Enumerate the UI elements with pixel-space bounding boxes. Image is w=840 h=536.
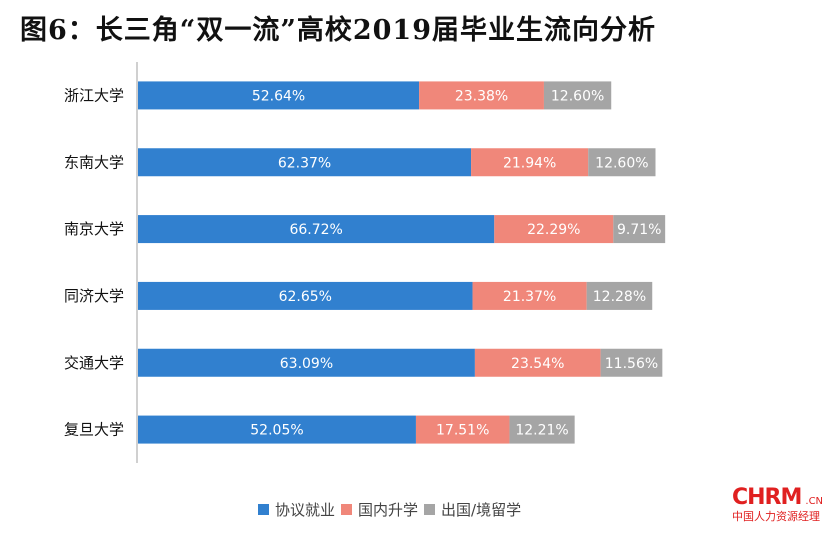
logo-subtitle: 中国人力资源经理 (732, 510, 820, 523)
bar-segment-employment (138, 215, 495, 244)
bars-group: 52.64% 23.38% 12.60% 62.37% 21.94% 12.60% 66.7… (138, 81, 666, 444)
data-label: 63.09% (280, 356, 333, 372)
bar-segment-domestic (471, 148, 589, 177)
legend-item-domestic-study: 国内升学 (341, 499, 418, 520)
logo-main-text: CHRM (732, 485, 802, 510)
legend-swatch-gray (424, 504, 436, 515)
bar-segment-domestic (474, 348, 601, 377)
legend-label: 国内升学 (358, 501, 419, 519)
bar-segment-overseas (543, 81, 612, 110)
category-label: 东南大学 (64, 153, 124, 171)
data-label: 12.21% (515, 423, 568, 439)
data-label: 62.65% (279, 289, 332, 305)
bar-segment-employment (138, 81, 420, 110)
bar-segment-overseas (613, 215, 666, 244)
chrm-logo: CHRM .CN 中国人力资源经理 (732, 485, 832, 524)
legend-swatch-salmon (341, 504, 353, 515)
bar-segment-domestic (494, 215, 614, 244)
legend-item-agreement-employment: 协议就业 (258, 499, 335, 520)
legend-swatch-blue (258, 504, 269, 515)
bar-segment-domestic (415, 415, 510, 444)
category-label: 交通大学 (64, 354, 124, 372)
data-label: 21.37% (503, 289, 556, 305)
data-label: 21.94% (503, 155, 556, 171)
data-label: 23.54% (511, 356, 564, 372)
legend-label: 出国/境留学 (441, 501, 522, 519)
bar-segment-overseas (509, 415, 575, 444)
data-label: 11.56% (605, 356, 658, 372)
data-label: 12.28% (593, 289, 646, 305)
chart-title: 图6：长三角“双一流”高校2019届毕业生流向分析 (20, 15, 656, 46)
data-label: 22.29% (527, 222, 580, 238)
legend-label: 协议就业 (275, 501, 336, 519)
bar-segment-domestic (472, 281, 587, 310)
bar-segment-employment (138, 281, 473, 310)
data-label: 52.64% (252, 88, 305, 104)
category-label: 复旦大学 (64, 421, 124, 439)
data-label: 52.05% (250, 423, 303, 439)
data-label: 12.60% (551, 88, 604, 104)
data-label: 12.60% (595, 155, 648, 171)
bar-segment-employment (138, 415, 416, 444)
legend: 协议就业 国内升学 出国/境留学 (258, 499, 527, 520)
bar-segment-overseas (600, 348, 663, 377)
category-label: 南京大学 (64, 220, 124, 238)
data-label: 62.37% (278, 155, 331, 171)
bar-segment-overseas (586, 281, 653, 310)
data-label: 9.71% (617, 222, 661, 238)
bar-segment-employment (138, 348, 475, 377)
data-label: 66.72% (289, 222, 342, 238)
logo-suffix: .CN (805, 496, 824, 507)
bar-segment-domestic (419, 81, 544, 110)
category-label: 同济大学 (64, 287, 124, 305)
data-label: 17.51% (436, 423, 489, 439)
data-label: 23.38% (455, 88, 508, 104)
legend-item-overseas-study: 出国/境留学 (424, 499, 521, 520)
bar-segment-employment (138, 148, 472, 177)
bar-segment-overseas (588, 148, 656, 177)
category-label: 浙江大学 (64, 86, 124, 104)
